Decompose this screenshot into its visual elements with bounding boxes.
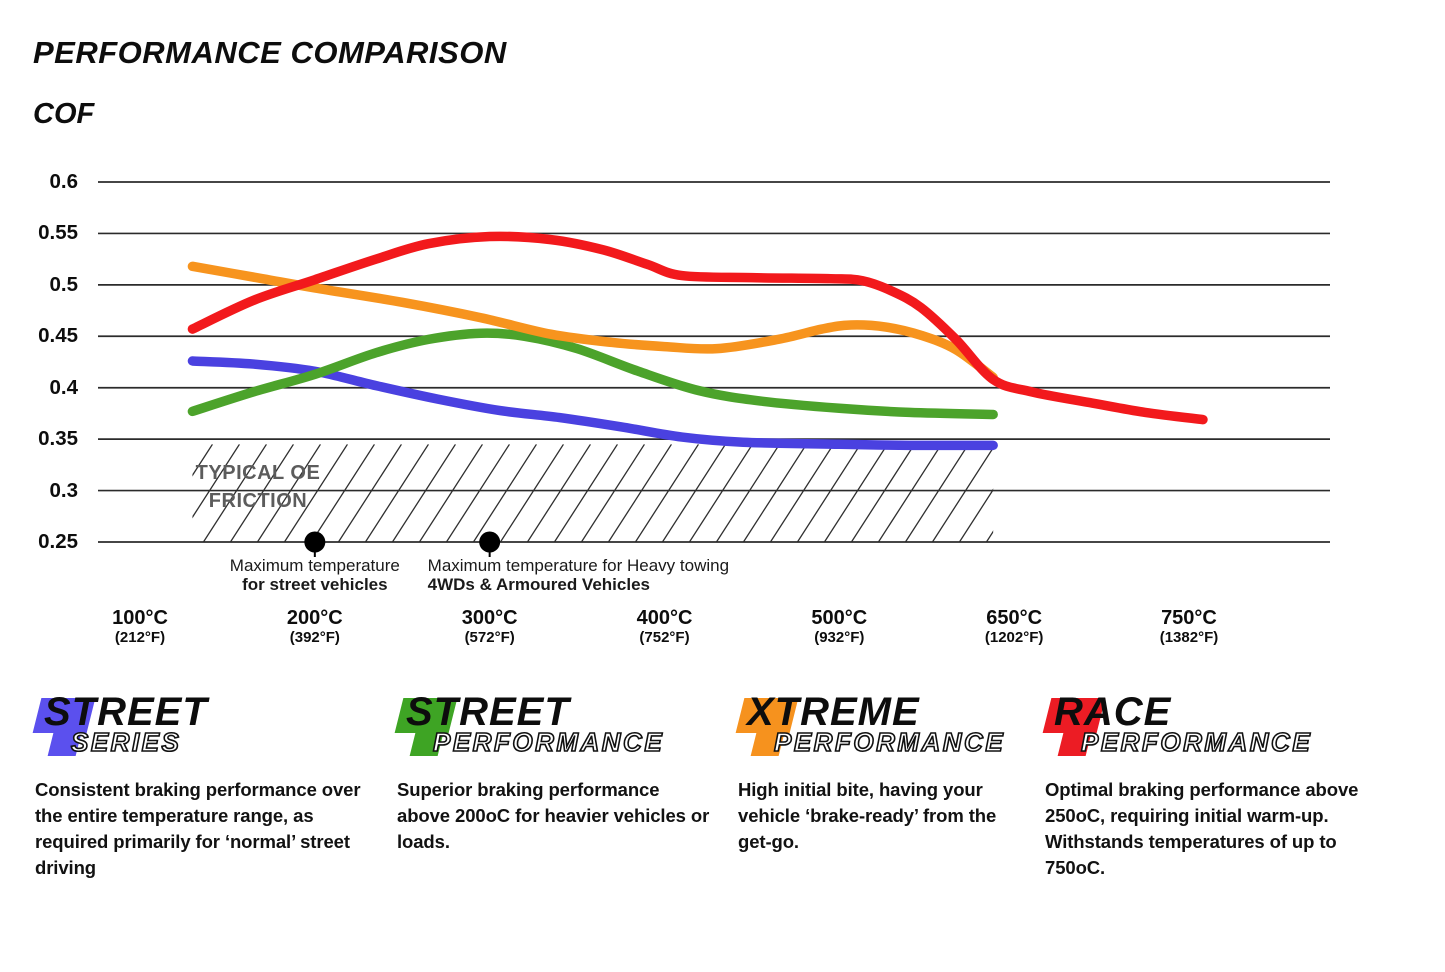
oe-label-line1: TYPICAL OE: [195, 462, 321, 484]
celsius-label: 500°C: [811, 607, 868, 629]
x-tick-label: 500°C (932°F): [811, 607, 867, 647]
legend-description: Superior braking performance above 200oC…: [397, 779, 710, 852]
fahrenheit-label: (1382°F): [1159, 629, 1219, 646]
series-line-street-performance: [187, 328, 998, 420]
temp-marker-dot: [304, 531, 326, 553]
fahrenheit-label: (212°F): [114, 629, 166, 646]
x-tick-label: 750°C (1382°F): [1160, 607, 1219, 647]
logo-word1: STREET: [406, 690, 570, 734]
annotation-line1: Maximum temperature for Heavy towing: [427, 556, 730, 575]
logo-word2: PERFORMANCE: [432, 727, 665, 757]
max-temperature-annotation: Maximum temperature for street vehicles: [230, 556, 400, 594]
brand-logo: XTREME PERFORMANCE: [735, 692, 1023, 764]
logo-word1: STREET: [44, 690, 208, 734]
fahrenheit-label: (392°F): [289, 629, 340, 646]
y-tick-label: 0.25: [38, 530, 78, 553]
x-tick-label: 200°C (392°F): [287, 607, 343, 647]
legend-street-performance: STREET PERFORMANCE Superior braking perfor…: [394, 692, 717, 855]
y-tick-label: 0.35: [38, 427, 78, 451]
logo-word1: RACE: [1054, 690, 1172, 734]
brand-logo: STREET PERFORMANCE: [394, 692, 717, 764]
max-temperature-annotation: Maximum temperature for Heavy towing 4WDs…: [428, 556, 729, 594]
celsius-label: 650°C: [986, 607, 1043, 629]
legend-description: Optimal braking performance above 250oC,…: [1045, 779, 1359, 878]
brand-logo: RACE PERFORMANCE: [1042, 692, 1380, 764]
temp-marker-dot: [479, 531, 501, 553]
celsius-label: 750°C: [1161, 607, 1217, 629]
series-line-race-performance: [187, 231, 1208, 425]
x-tick-label: 100°C (212°F): [112, 607, 168, 647]
legend-description: High initial bite, having your vehicle ‘…: [738, 779, 997, 852]
brand-logo: STREET SERIES: [32, 692, 368, 764]
y-tick-label: 0.5: [49, 272, 79, 296]
logo-word2: PERFORMANCE: [1080, 727, 1313, 757]
legend-race-performance: RACE PERFORMANCE Optimal braking performan…: [1042, 692, 1380, 881]
fahrenheit-label: (752°F): [639, 629, 690, 646]
legend-description: Consistent braking performance over the …: [35, 779, 361, 878]
fahrenheit-label: (932°F): [814, 629, 865, 646]
y-tick-label: 0.45: [38, 324, 78, 348]
annotation-line2: 4WDs & Armoured Vehicles: [427, 575, 650, 594]
celsius-label: 300°C: [461, 607, 518, 629]
logo-word2: SERIES: [70, 727, 182, 757]
x-tick-label: 300°C (572°F): [462, 607, 518, 647]
celsius-label: 400°C: [636, 607, 693, 629]
legend-xtreme-performance: XTREME PERFORMANCE High initial bite, havi…: [735, 692, 1023, 855]
series-line-xtreme-performance: [187, 261, 998, 383]
y-tick-label: 0.6: [49, 170, 79, 193]
page-title: PERFORMANCE COMPARISON: [33, 35, 507, 70]
legend-street-series: STREET SERIES Consistent braking performan…: [32, 692, 368, 881]
oe-label-line2: FRICTION: [208, 490, 308, 512]
y-tick-label: 0.3: [49, 478, 79, 502]
logo-word1: XTREME: [747, 690, 920, 734]
y-axis-title: COF: [33, 98, 95, 130]
typical-oe-friction-label: TYPICAL OE FRICTION: [188, 459, 328, 515]
fahrenheit-label: (1202°F): [984, 629, 1044, 646]
annotation-line1: Maximum temperature: [229, 556, 400, 575]
fahrenheit-label: (572°F): [464, 629, 515, 646]
celsius-label: 100°C: [112, 607, 168, 629]
celsius-label: 200°C: [286, 607, 343, 629]
logo-word2: PERFORMANCE: [773, 727, 1006, 757]
x-tick-label: 400°C (752°F): [637, 607, 693, 647]
oe-friction-hatch-region: [192, 444, 994, 542]
y-tick-label: 0.55: [38, 221, 78, 245]
x-tick-label: 650°C (1202°F): [985, 607, 1044, 647]
annotation-line2: for street vehicles: [242, 575, 388, 594]
y-tick-label: 0.4: [49, 375, 79, 399]
